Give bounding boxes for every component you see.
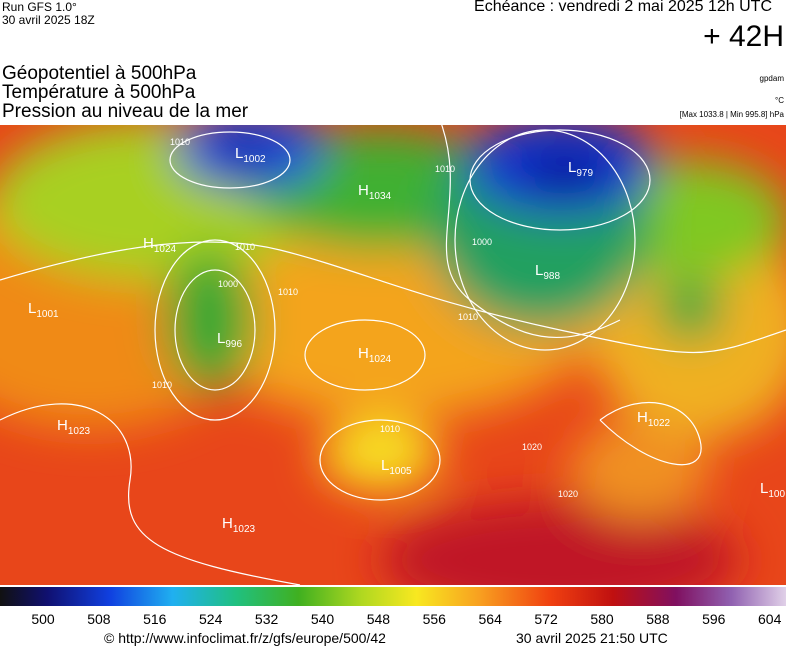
isobar-labels: 1010 1010 1000 1010 1000 1010 1010 1020 1020 1010… — [152, 137, 578, 499]
run-date: 30 avril 2025 18Z — [2, 13, 95, 27]
unit: °C — [775, 96, 784, 105]
scale-label: 564 — [479, 611, 503, 627]
isobar-label: 1020 — [558, 489, 578, 499]
pressure-center: L1002 — [235, 145, 266, 165]
scale-label: 604 — [758, 611, 782, 627]
center-value: 1024 — [369, 354, 392, 365]
center-value: 979 — [576, 168, 593, 179]
pressure-center: L988 — [535, 262, 560, 282]
center-value: 1001 — [36, 309, 59, 320]
lead-time: + 42H — [703, 20, 784, 53]
field — [0, 125, 786, 585]
pressure-centers: L1002H1034L979H1024L988L1001L996H1024H10… — [28, 145, 785, 535]
scale-label: 572 — [534, 611, 558, 627]
center-kind: L — [381, 457, 389, 474]
center-kind: L — [568, 159, 576, 176]
scale-label: 508 — [87, 611, 111, 627]
isobar-label: 1010 — [170, 137, 190, 147]
color-scale — [0, 587, 786, 606]
pressure-center: H1023 — [57, 417, 91, 437]
center-value: 100 — [768, 489, 785, 500]
isobar-label: 1010 — [235, 242, 255, 252]
center-kind: L — [28, 300, 36, 317]
pressure-center: L1005 — [381, 457, 412, 477]
layer: Pression au niveau de la mer — [2, 101, 249, 122]
pressure-center: H1023 — [222, 515, 256, 535]
pressure-center: H1024 — [358, 345, 392, 365]
scale-label: 532 — [255, 611, 279, 627]
center-value: 1002 — [243, 154, 266, 165]
timestamp: 30 avril 2025 21:50 UTC — [516, 630, 668, 646]
center-kind: H — [57, 417, 68, 434]
scale-labels: 500 508 516 524 532 540 548 556 564 572 580 588 596 6… — [31, 611, 781, 627]
center-kind: L — [760, 480, 768, 497]
scale-label: 524 — [199, 611, 223, 627]
center-kind: L — [217, 330, 225, 347]
isobar-label: 1010 — [380, 424, 400, 434]
center-value: 1034 — [369, 191, 392, 202]
pressure-center: H1034 — [358, 182, 392, 202]
pressure-center: L1001 — [28, 300, 59, 320]
scale-label: 556 — [423, 611, 447, 627]
isobars — [0, 125, 786, 585]
center-value: 988 — [543, 271, 560, 282]
scale-label: 596 — [702, 611, 726, 627]
isobar-label: 1010 — [152, 380, 172, 390]
center-value: 1024 — [154, 244, 177, 255]
pressure-center: L100 — [760, 480, 785, 500]
scale-label: 500 — [31, 611, 55, 627]
scale-label: 548 — [367, 611, 391, 627]
pressure-center: H1024 — [143, 235, 177, 255]
layer: Géopotentiel à 500hPa — [2, 63, 197, 84]
unit: gpdam — [759, 74, 784, 83]
center-value: 1022 — [648, 418, 671, 429]
source: © http://www.infoclimat.fr/z/gfs/europe/… — [104, 630, 386, 646]
center-kind: H — [143, 235, 154, 252]
scale-label: 588 — [646, 611, 670, 627]
isobar-label: 1010 — [458, 312, 478, 322]
center-kind: L — [235, 145, 243, 162]
unit: [Max 1033.8 | Min 995.8] hPa — [679, 110, 784, 119]
scale-label: 516 — [143, 611, 167, 627]
echeance: Echéance : vendredi 2 mai 2025 12h UTC — [474, 0, 772, 15]
center-value: 996 — [225, 339, 242, 350]
pressure-center: L979 — [568, 159, 593, 179]
pressure-center: L996 — [217, 330, 242, 350]
scale-label: 540 — [311, 611, 335, 627]
isobar-label: 1000 — [472, 237, 492, 247]
center-kind: L — [535, 262, 543, 279]
center-value: 1023 — [68, 426, 91, 437]
pressure-center: H1022 — [637, 409, 671, 429]
layer: Température à 500hPa — [2, 82, 196, 103]
center-kind: H — [637, 409, 648, 426]
isobar-label: 1000 — [218, 279, 238, 289]
center-kind: H — [358, 182, 369, 199]
center-kind: H — [358, 345, 369, 362]
scale-label: 580 — [590, 611, 614, 627]
center-kind: H — [222, 515, 233, 532]
isobar-label: 1010 — [435, 164, 455, 174]
center-value: 1005 — [389, 466, 412, 477]
run: Run GFS 1.0° — [2, 0, 77, 14]
isobar-label: 1010 — [278, 287, 298, 297]
center-value: 1023 — [233, 524, 256, 535]
isobar-label: 1020 — [522, 442, 542, 452]
